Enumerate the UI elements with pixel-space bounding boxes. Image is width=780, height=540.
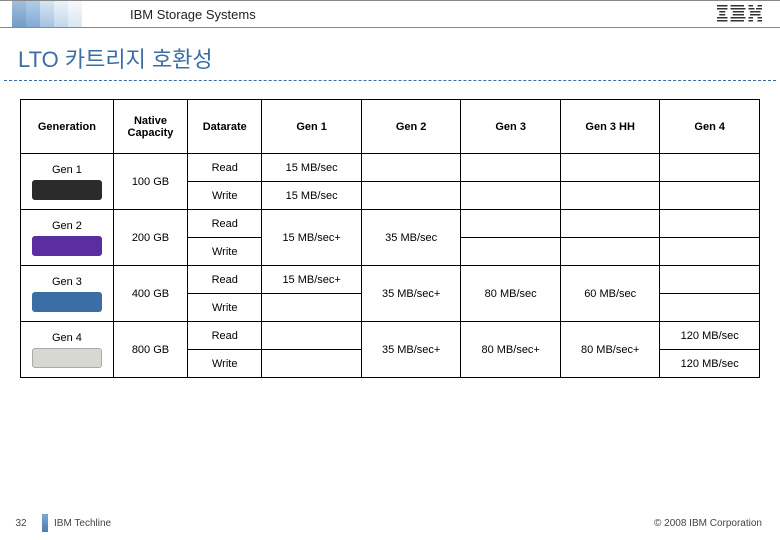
slide-title: LTO 카트리지 호환성 bbox=[0, 28, 780, 80]
cartridge-icon bbox=[32, 180, 102, 200]
gen2-cell: Gen 2 bbox=[21, 210, 114, 266]
gen4-label: Gen 4 bbox=[23, 332, 111, 344]
gen1-capacity: 100 GB bbox=[113, 154, 187, 210]
cell bbox=[361, 154, 461, 182]
table-row: Gen 2 200 GB Read 15 MB/sec+ 35 MB/sec bbox=[21, 210, 760, 238]
header-stripes bbox=[12, 1, 122, 27]
title-underline bbox=[4, 80, 776, 81]
gen1-label: Gen 1 bbox=[23, 164, 111, 176]
cell bbox=[660, 154, 760, 182]
cell bbox=[560, 210, 660, 238]
gen1-read-label: Read bbox=[188, 154, 262, 182]
cell bbox=[660, 238, 760, 266]
gen4-capacity: 800 GB bbox=[113, 322, 187, 378]
gen3-label: Gen 3 bbox=[23, 276, 111, 288]
cell bbox=[461, 238, 561, 266]
cartridge-icon bbox=[32, 236, 102, 256]
col-gen3hh: Gen 3 HH bbox=[560, 100, 660, 154]
col-gen4: Gen 4 bbox=[660, 100, 760, 154]
gen3-read-label: Read bbox=[188, 266, 262, 294]
gen2-capacity: 200 GB bbox=[113, 210, 187, 266]
gen4-cell: Gen 4 bbox=[21, 322, 114, 378]
cell bbox=[361, 182, 461, 210]
cell bbox=[262, 294, 362, 322]
gen2-write-label: Write bbox=[188, 238, 262, 266]
cell: 35 MB/sec+ bbox=[361, 322, 461, 378]
col-gen1: Gen 1 bbox=[262, 100, 362, 154]
cell: 15 MB/sec+ bbox=[262, 210, 362, 266]
table-header-row: Generation Native Capacity Datarate Gen … bbox=[21, 100, 760, 154]
footer-center: IBM Techline bbox=[54, 518, 111, 529]
cartridge-icon bbox=[32, 348, 102, 368]
col-datarate: Datarate bbox=[188, 100, 262, 154]
cell: 15 MB/sec bbox=[262, 154, 362, 182]
cell: 80 MB/sec+ bbox=[560, 322, 660, 378]
footer-stripe bbox=[42, 514, 48, 532]
cell: 120 MB/sec bbox=[660, 322, 760, 350]
cell bbox=[560, 154, 660, 182]
gen2-label: Gen 2 bbox=[23, 220, 111, 232]
compat-table-wrap: Generation Native Capacity Datarate Gen … bbox=[0, 99, 780, 378]
table-row: Gen 4 800 GB Read 35 MB/sec+ 80 MB/sec+ … bbox=[21, 322, 760, 350]
cell bbox=[560, 182, 660, 210]
gen3-cell: Gen 3 bbox=[21, 266, 114, 322]
cell: 60 MB/sec bbox=[560, 266, 660, 322]
cell bbox=[461, 210, 561, 238]
ibm-logo-icon bbox=[717, 5, 762, 23]
gen4-read-label: Read bbox=[188, 322, 262, 350]
cell bbox=[660, 266, 760, 294]
cell bbox=[560, 238, 660, 266]
cell: 15 MB/sec+ bbox=[262, 266, 362, 294]
cell: 120 MB/sec bbox=[660, 350, 760, 378]
gen2-read-label: Read bbox=[188, 210, 262, 238]
cartridge-icon bbox=[32, 292, 102, 312]
gen1-write-label: Write bbox=[188, 182, 262, 210]
cell bbox=[660, 182, 760, 210]
cell bbox=[262, 350, 362, 378]
cell bbox=[660, 210, 760, 238]
footer: 32 IBM Techline © 2008 IBM Corporation bbox=[0, 512, 780, 534]
table-row: Gen 1 100 GB Read 15 MB/sec bbox=[21, 154, 760, 182]
cell bbox=[461, 154, 561, 182]
col-gen2: Gen 2 bbox=[361, 100, 461, 154]
cell: 80 MB/sec+ bbox=[461, 322, 561, 378]
cell: 35 MB/sec bbox=[361, 210, 461, 266]
gen4-write-label: Write bbox=[188, 350, 262, 378]
gen3-write-label: Write bbox=[188, 294, 262, 322]
cell: 80 MB/sec bbox=[461, 266, 561, 322]
cell bbox=[262, 322, 362, 350]
cell: 15 MB/sec bbox=[262, 182, 362, 210]
header-bar: IBM Storage Systems bbox=[0, 0, 780, 28]
compat-table: Generation Native Capacity Datarate Gen … bbox=[20, 99, 760, 378]
cell bbox=[660, 294, 760, 322]
cell bbox=[461, 182, 561, 210]
col-capacity: Native Capacity bbox=[113, 100, 187, 154]
table-row: Gen 3 400 GB Read 15 MB/sec+ 35 MB/sec+ … bbox=[21, 266, 760, 294]
gen3-capacity: 400 GB bbox=[113, 266, 187, 322]
col-generation: Generation bbox=[21, 100, 114, 154]
gen1-cell: Gen 1 bbox=[21, 154, 114, 210]
header-title: IBM Storage Systems bbox=[130, 7, 256, 22]
cell: 35 MB/sec+ bbox=[361, 266, 461, 322]
col-gen3: Gen 3 bbox=[461, 100, 561, 154]
footer-copyright: © 2008 IBM Corporation bbox=[654, 518, 762, 529]
page-number: 32 bbox=[0, 518, 42, 529]
